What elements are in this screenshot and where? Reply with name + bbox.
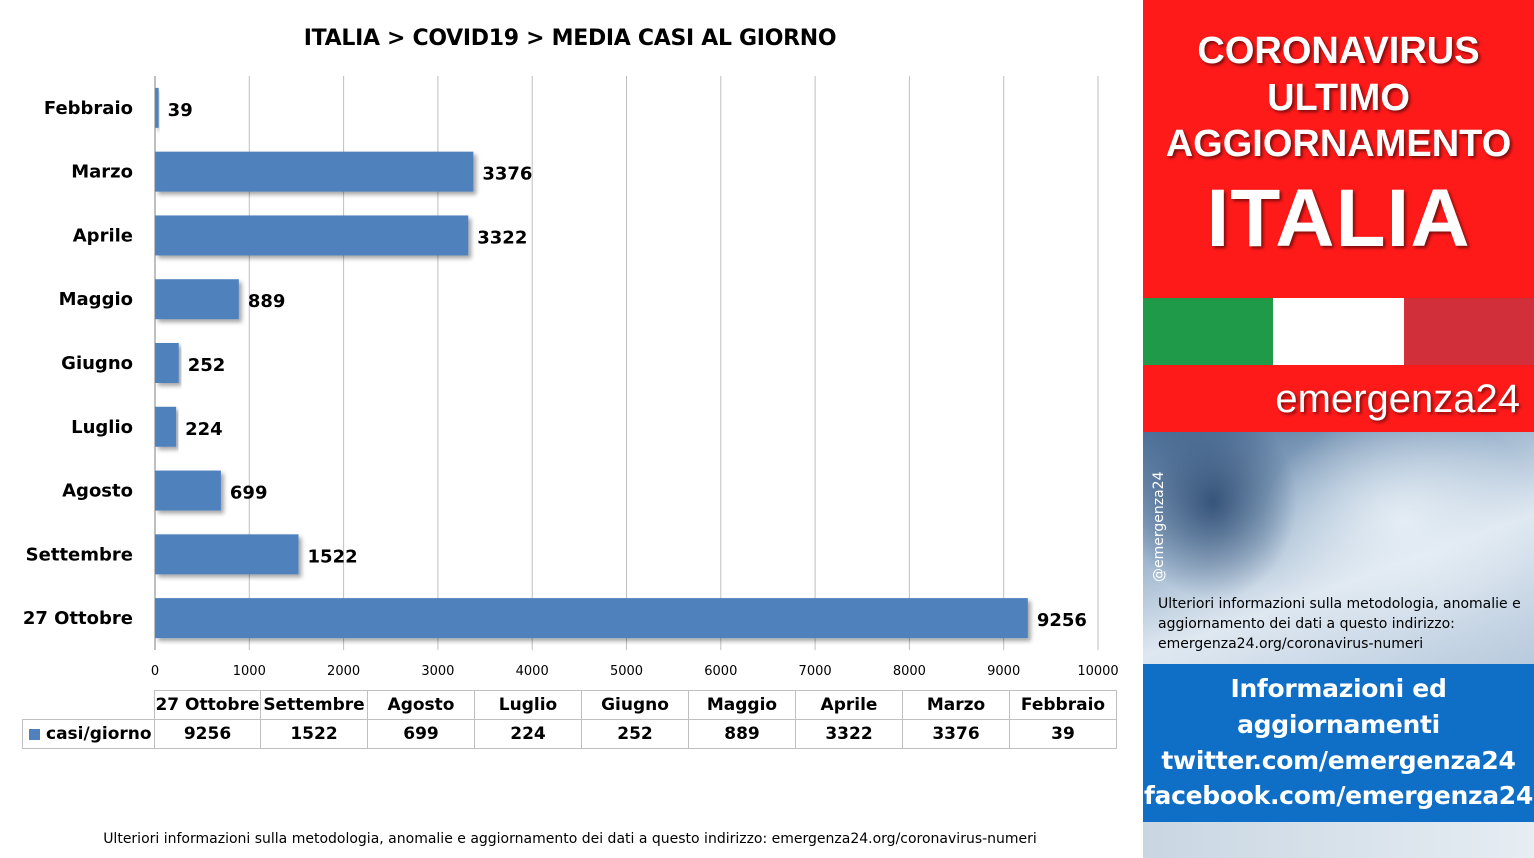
legend-series-name: casi/giorno xyxy=(46,724,152,744)
x-tick-label: 1000 xyxy=(233,664,266,679)
x-tick-label: 9000 xyxy=(987,664,1020,679)
data-table-cell: 39 xyxy=(1009,719,1117,749)
y-category-label: Luglio xyxy=(71,417,133,438)
bar xyxy=(155,343,179,383)
data-table-header: Aprile xyxy=(795,690,903,720)
bar xyxy=(155,215,469,256)
y-category-label: Aprile xyxy=(73,225,133,246)
data-table-series-label: casi/giorno xyxy=(22,719,155,749)
bar-data-label: 252 xyxy=(188,355,226,376)
chart-data-table: 27 Ottobre Settembre Agosto Luglio Giugn… xyxy=(22,690,1117,749)
bar-chart: 0 1000 2000 3000 4000 5000 6000 7000 8000 9000 100… xyxy=(23,76,1119,679)
data-table-header: Agosto xyxy=(367,690,475,720)
x-tick-label: 8000 xyxy=(893,664,926,679)
facebook-link[interactable]: facebook.com/emergenza24 xyxy=(1143,781,1534,810)
bar-data-label: 3376 xyxy=(482,164,532,185)
y-category-label: Febbraio xyxy=(44,98,133,119)
bar xyxy=(155,87,159,128)
data-table-header: Maggio xyxy=(688,690,796,720)
brand-bar: emergenza24 xyxy=(1143,365,1534,432)
social-handle-text: @emergenza24 xyxy=(1151,471,1167,583)
data-table-header: Giugno xyxy=(581,690,689,720)
headline-line-2: ULTIMO xyxy=(1267,77,1410,119)
methodology-note: Ulteriori informazioni sulla metodologia… xyxy=(1158,596,1521,652)
bar xyxy=(155,470,221,511)
y-category-label: 27 Ottobre xyxy=(23,608,133,629)
data-table-cell: 9256 xyxy=(154,719,261,749)
flag-white-stripe xyxy=(1273,298,1404,365)
bar-data-label: 699 xyxy=(230,483,268,504)
data-table-cell: 3322 xyxy=(795,719,903,749)
info-line-2: aggiornamenti xyxy=(1237,710,1440,739)
data-table-header-row: 27 Ottobre Settembre Agosto Luglio Giugn… xyxy=(22,690,1117,720)
x-tick-label: 5000 xyxy=(610,664,643,679)
x-tick-label: 7000 xyxy=(799,664,832,679)
footer-note: Ulteriori informazioni sulla metodologia… xyxy=(103,831,1037,847)
data-table-header: Marzo xyxy=(902,690,1010,720)
bar-data-label: 1522 xyxy=(308,546,358,567)
bar-data-label: 3322 xyxy=(477,227,527,248)
flag-green-stripe xyxy=(1143,298,1274,365)
bar xyxy=(155,534,299,575)
legend-key-icon xyxy=(29,728,40,740)
x-tick-label: 3000 xyxy=(421,664,454,679)
info-line-1: Informazioni ed xyxy=(1230,674,1447,703)
data-table-cell: 889 xyxy=(688,719,796,749)
bar-data-label: 39 xyxy=(168,100,193,121)
data-table-header: Settembre xyxy=(260,690,368,720)
x-tick-label: 2000 xyxy=(327,664,360,679)
twitter-link[interactable]: twitter.com/emergenza24 xyxy=(1161,746,1516,775)
data-table-header: 27 Ottobre xyxy=(154,690,261,720)
data-table-cell: 3376 xyxy=(902,719,1010,749)
data-table-header: Luglio xyxy=(474,690,582,720)
bar-data-label: 224 xyxy=(185,419,223,440)
bar xyxy=(155,151,474,192)
bar xyxy=(155,598,1028,639)
data-table-header: Febbraio xyxy=(1009,690,1117,720)
side-bottom-strip xyxy=(1143,822,1534,858)
y-category-label: Agosto xyxy=(62,481,133,502)
data-table-cell: 699 xyxy=(367,719,475,749)
data-table-corner xyxy=(22,690,155,720)
y-category-label: Giugno xyxy=(61,353,133,374)
y-category-label: Marzo xyxy=(71,162,133,183)
flag-red-stripe xyxy=(1403,298,1534,365)
chart-title: ITALIA > COVID19 > MEDIA CASI AL GIORNO xyxy=(303,26,837,51)
headline-line-3: AGGIORNAMENTO xyxy=(1165,123,1512,165)
data-table-cell: 252 xyxy=(581,719,689,749)
info-box: Informazioni ed aggiornamenti twitter.co… xyxy=(1143,664,1534,822)
background-photo: @emergenza24 Ulteriori informazioni sull… xyxy=(1143,432,1534,664)
x-tick-label: 0 xyxy=(151,664,159,679)
headline-box: CORONAVIRUS ULTIMO AGGIORNAMENTO ITALIA xyxy=(1143,0,1534,298)
x-tick-label: 10000 xyxy=(1077,664,1118,679)
brand-name: emergenza24 xyxy=(1275,377,1520,421)
bar xyxy=(155,279,239,320)
social-handle: @emergenza24 xyxy=(1151,432,1173,592)
data-table-value-row: casi/giorno 9256 1522 699 224 252 889 33… xyxy=(22,719,1117,749)
side-panel: CORONAVIRUS ULTIMO AGGIORNAMENTO ITALIA … xyxy=(1143,0,1534,858)
bar xyxy=(155,406,177,447)
y-category-label: Maggio xyxy=(59,289,133,310)
italian-flag xyxy=(1143,298,1534,365)
country-title: ITALIA xyxy=(1206,173,1471,264)
bar-data-label: 9256 xyxy=(1037,610,1087,631)
x-tick-label: 6000 xyxy=(704,664,737,679)
y-category-label: Settembre xyxy=(26,544,133,565)
x-tick-label: 4000 xyxy=(516,664,549,679)
headline-line-1: CORONAVIRUS xyxy=(1197,30,1480,72)
data-table-cell: 1522 xyxy=(260,719,368,749)
data-table-cell: 224 xyxy=(474,719,582,749)
bar-data-label: 889 xyxy=(248,291,286,312)
